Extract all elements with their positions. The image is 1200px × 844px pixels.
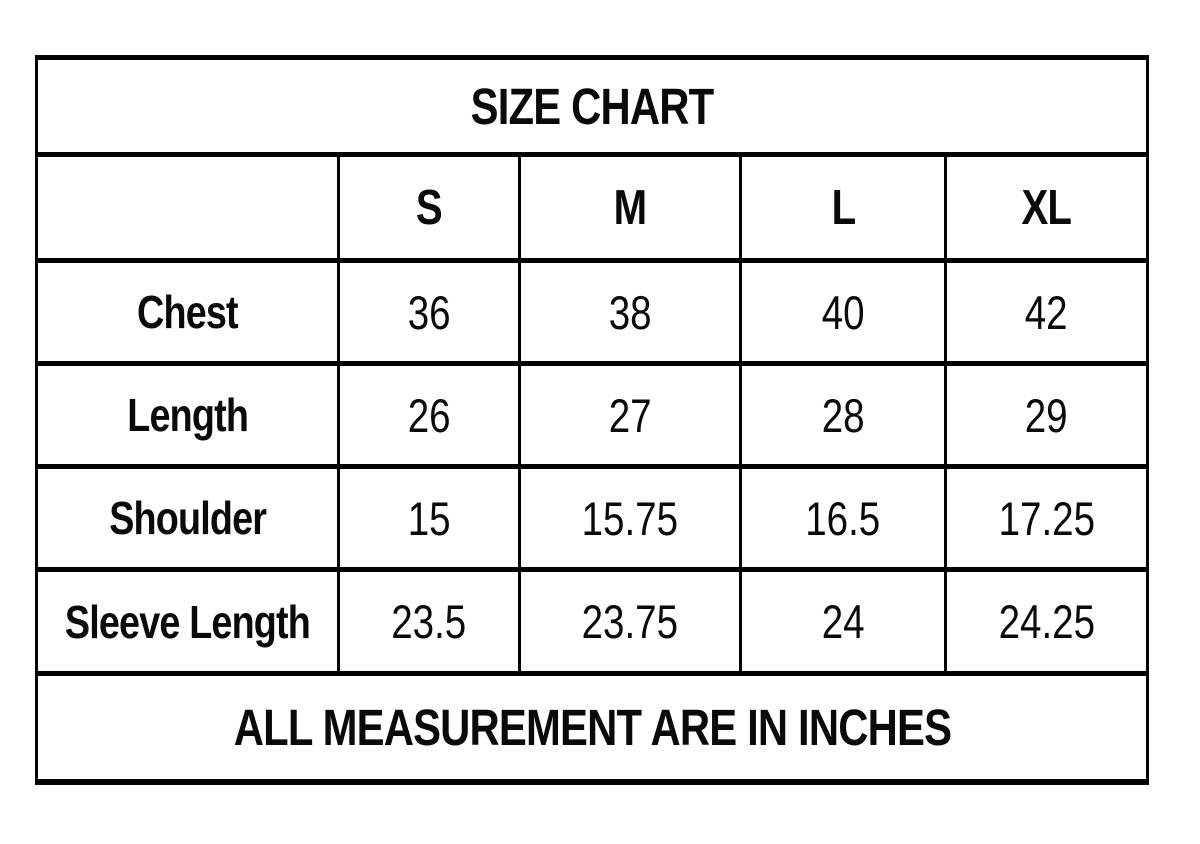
- cell-length-s: 26: [340, 366, 518, 464]
- column-header-s: S: [340, 157, 518, 258]
- cell-shoulder-s-value: 15: [407, 491, 451, 545]
- measurement-note-cell: ALL MEASUREMENT ARE IN INCHES: [38, 676, 1146, 779]
- row-label-shoulder-text: Shoulder: [109, 492, 267, 544]
- cell-shoulder-l-value: 16.5: [805, 491, 881, 545]
- row-label-chest-text: Chest: [137, 286, 239, 338]
- row-label-length-text: Length: [127, 389, 249, 441]
- cell-sleeve-length-xl-value: 24.25: [998, 595, 1095, 648]
- size-chart-title: SIZE CHART: [470, 77, 715, 135]
- column-header-m: M: [521, 157, 739, 258]
- cell-chest-l-value: 40: [821, 285, 865, 339]
- cell-chest-xl-value: 42: [1025, 285, 1068, 339]
- cell-length-xl: 29: [947, 366, 1146, 464]
- cell-sleeve-length-l: 24: [742, 572, 944, 671]
- row-label-chest: Chest: [38, 263, 337, 361]
- row-label-sleeve-length-text: Sleeve Length: [64, 595, 311, 648]
- cell-chest-m: 38: [521, 263, 739, 361]
- cell-length-s-value: 26: [407, 388, 451, 442]
- column-header-l-label: L: [831, 180, 856, 235]
- measurement-note: ALL MEASUREMENT ARE IN INCHES: [233, 699, 951, 756]
- cell-sleeve-length-xl: 24.25: [947, 572, 1146, 671]
- column-header-s-label: S: [416, 180, 443, 235]
- cell-sleeve-length-m: 23.75: [521, 572, 739, 671]
- row-label-shoulder: Shoulder: [38, 469, 337, 567]
- cell-length-l-value: 28: [821, 388, 865, 442]
- cell-shoulder-m-value: 15.75: [581, 491, 679, 545]
- cell-sleeve-length-m-value: 23.75: [581, 595, 679, 648]
- cell-length-xl-value: 29: [1025, 388, 1068, 442]
- cell-shoulder-m: 15.75: [521, 469, 739, 567]
- column-header-xl: XL: [947, 157, 1146, 258]
- cell-shoulder-xl: 17.25: [947, 469, 1146, 567]
- cell-sleeve-length-l-value: 24: [821, 595, 865, 648]
- cell-chest-m-value: 38: [608, 285, 652, 339]
- column-header-xl-label: XL: [1021, 180, 1073, 235]
- cell-length-l: 28: [742, 366, 944, 464]
- cell-sleeve-length-s: 23.5: [340, 572, 518, 671]
- cell-chest-l: 40: [742, 263, 944, 361]
- cell-chest-s: 36: [340, 263, 518, 361]
- cell-chest-s-value: 36: [407, 285, 451, 339]
- cell-shoulder-s: 15: [340, 469, 518, 567]
- cell-chest-xl: 42: [947, 263, 1146, 361]
- size-chart-table: SIZE CHART S M L XL Chest 36 38 40 42 Le…: [35, 55, 1149, 785]
- column-header-l: L: [742, 157, 944, 258]
- cell-shoulder-l: 16.5: [742, 469, 944, 567]
- column-header-blank: [38, 157, 337, 258]
- row-label-length: Length: [38, 366, 337, 464]
- size-chart-title-cell: SIZE CHART: [38, 60, 1146, 152]
- row-label-sleeve-length: Sleeve Length: [38, 572, 337, 671]
- column-header-m-label: M: [613, 180, 647, 235]
- cell-length-m: 27: [521, 366, 739, 464]
- cell-length-m-value: 27: [608, 388, 652, 442]
- cell-sleeve-length-s-value: 23.5: [391, 595, 467, 648]
- cell-shoulder-xl-value: 17.25: [998, 491, 1095, 545]
